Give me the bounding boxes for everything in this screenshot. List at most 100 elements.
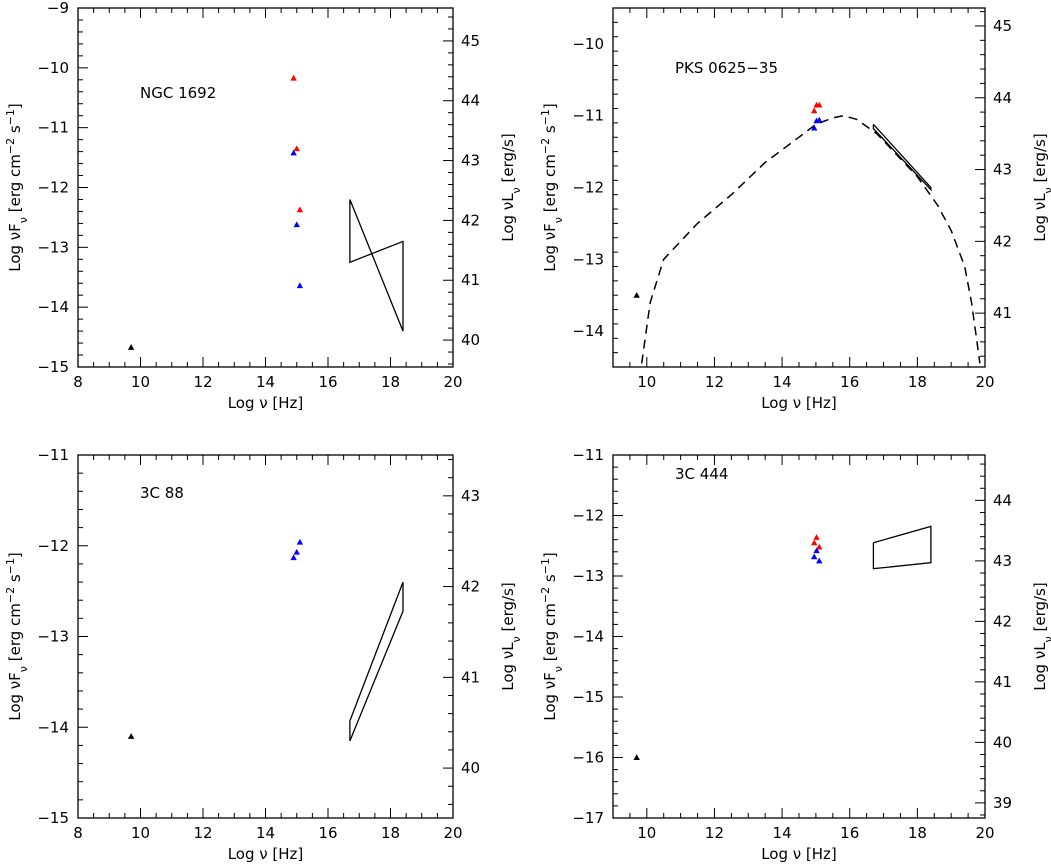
data-point-optical_b — [816, 557, 823, 564]
y-tick-label-left: −11 — [37, 446, 69, 464]
y-tick-label-left: −13 — [572, 567, 604, 585]
y-tick-label-right: 42 — [461, 211, 480, 229]
y-tick-label-left: −11 — [572, 446, 604, 464]
source-name-label: PKS 0625−35 — [675, 59, 778, 77]
sed-panel-3: 8 10 12 14 16 18 20 −15 −14 −13 −12 −11 40 41 42 43 Log … — [4, 446, 523, 863]
x-tick-label: 16 — [840, 824, 859, 842]
y-tick-label-right: 44 — [993, 89, 1012, 107]
y-tick-label-left: −11 — [572, 107, 604, 125]
y-tick-label-right: 43 — [461, 152, 480, 170]
x-axis-title: Log ν [Hz] — [761, 845, 837, 863]
y-tick-label-left: −10 — [572, 35, 604, 53]
y-tick-label-left: −14 — [572, 628, 604, 646]
x-tick-label: 20 — [975, 373, 994, 391]
y-tick-label-right: 41 — [993, 304, 1012, 322]
x-tick-label: 10 — [131, 824, 150, 842]
data-point-optical_b — [816, 116, 823, 123]
source-name-label: NGC 1692 — [140, 84, 216, 102]
y-tick-label-right: 44 — [461, 92, 480, 110]
data-point-radio — [633, 292, 640, 298]
y-tick-label-left: −12 — [37, 179, 69, 197]
y-tick-label-left: −14 — [572, 322, 604, 340]
y-tick-label-left: −13 — [37, 628, 69, 646]
data-point-optical_b — [811, 124, 818, 131]
y-axis-title-right: Log νLν [erg/s] — [499, 133, 523, 241]
data-point-radio — [633, 754, 640, 761]
y-axis-title-right: Log νLν [erg/s] — [1031, 582, 1051, 690]
x-tick-label: 8 — [73, 824, 83, 842]
x-tick-label: 14 — [773, 824, 792, 842]
x-tick-label: 18 — [908, 373, 927, 391]
x-tick-label: 14 — [256, 373, 275, 391]
x-tick-label: 20 — [975, 824, 994, 842]
sed-panel-2: 10 12 14 16 18 20 −14 −13 −12 −11 −10 41 42 43 44 45 Log… — [539, 7, 1051, 412]
xray-bowtie — [349, 199, 404, 332]
y-tick-label-right: 42 — [993, 232, 1012, 250]
y-tick-label-left: −15 — [37, 358, 69, 376]
x-tick-label: 12 — [705, 824, 724, 842]
plot-frame — [612, 454, 986, 819]
data-point-optical_b — [296, 538, 304, 545]
x-tick-label: 12 — [705, 373, 724, 391]
y-tick-label-left: −12 — [572, 507, 604, 525]
xray-bowtie — [872, 525, 932, 570]
y-axis-title-left: Log νFν [erg cm−2 s−1] — [4, 103, 30, 272]
data-point-radio — [127, 344, 135, 350]
x-tick-label: 10 — [637, 824, 656, 842]
y-tick-label-left: −16 — [572, 749, 604, 767]
sed-panel-4: 10 12 14 16 18 20 −17 −16 −15 −14 −13 −12 −11 39 40 41 4… — [539, 446, 1051, 863]
data-point-optical_a — [813, 534, 820, 540]
x-tick-label: 10 — [131, 373, 150, 391]
y-tick-label-right: 41 — [993, 673, 1012, 691]
y-tick-label-right: 39 — [993, 794, 1012, 812]
x-tick-label: 14 — [256, 824, 275, 842]
data-point-optical_a — [293, 145, 300, 152]
y-axis-title-left: Log νFν [erg cm−2 s−1] — [4, 552, 30, 721]
sed-panel-1: 8 10 12 14 16 18 20 −15 −14 −13 −12 −11 −10 −9 40 41 42 4… — [4, 0, 523, 412]
y-axis-title-left: Log νFν [erg cm−2 s−1] — [539, 552, 565, 721]
y-tick-label-right: 42 — [461, 578, 480, 596]
model-curve — [640, 114, 981, 364]
y-tick-label-left: −11 — [37, 119, 69, 137]
y-tick-label-right: 43 — [993, 161, 1012, 179]
y-tick-label-right: 43 — [461, 487, 480, 505]
data-point-optical_a — [290, 74, 297, 81]
x-tick-label: 8 — [73, 373, 83, 391]
y-tick-label-right: 40 — [993, 733, 1012, 751]
y-tick-label-left: −17 — [572, 809, 604, 827]
y-tick-label-right: 45 — [461, 32, 480, 50]
y-tick-label-left: −15 — [37, 809, 69, 827]
x-tick-label: 12 — [193, 373, 212, 391]
x-tick-label: 12 — [193, 824, 212, 842]
x-tick-label: 16 — [318, 373, 337, 391]
x-axis-title: Log ν [Hz] — [228, 845, 304, 863]
x-tick-label: 10 — [637, 373, 656, 391]
data-point-optical_b — [293, 221, 300, 228]
data-point-optical_b — [293, 548, 300, 555]
y-axis-title-right: Log νLν [erg/s] — [499, 582, 523, 690]
y-tick-label-left: −12 — [37, 537, 69, 555]
y-tick-label-right: 44 — [993, 491, 1012, 509]
plot-frame — [77, 454, 454, 819]
y-tick-label-right: 40 — [461, 331, 480, 349]
source-name-label: 3C 88 — [140, 484, 184, 502]
data-point-radio — [127, 733, 135, 739]
y-tick-label-left: −12 — [572, 179, 604, 197]
x-axis-title: Log ν [Hz] — [228, 394, 304, 412]
y-tick-label-right: 41 — [461, 668, 480, 686]
y-tick-label-right: 41 — [461, 271, 480, 289]
source-name-label: 3C 444 — [675, 465, 728, 483]
x-tick-label: 16 — [318, 824, 337, 842]
x-tick-label: 20 — [443, 373, 462, 391]
data-point-optical_b — [290, 554, 297, 561]
data-point-optical_a — [816, 543, 823, 550]
xray-bowtie — [349, 581, 404, 742]
xray-bowtie — [872, 123, 932, 192]
y-tick-label-left: −14 — [37, 718, 69, 736]
x-tick-label: 18 — [908, 824, 927, 842]
data-point-optical_b — [811, 553, 818, 560]
y-tick-label-right: 45 — [993, 17, 1012, 35]
x-tick-label: 18 — [381, 824, 400, 842]
plot-frame — [77, 7, 454, 368]
